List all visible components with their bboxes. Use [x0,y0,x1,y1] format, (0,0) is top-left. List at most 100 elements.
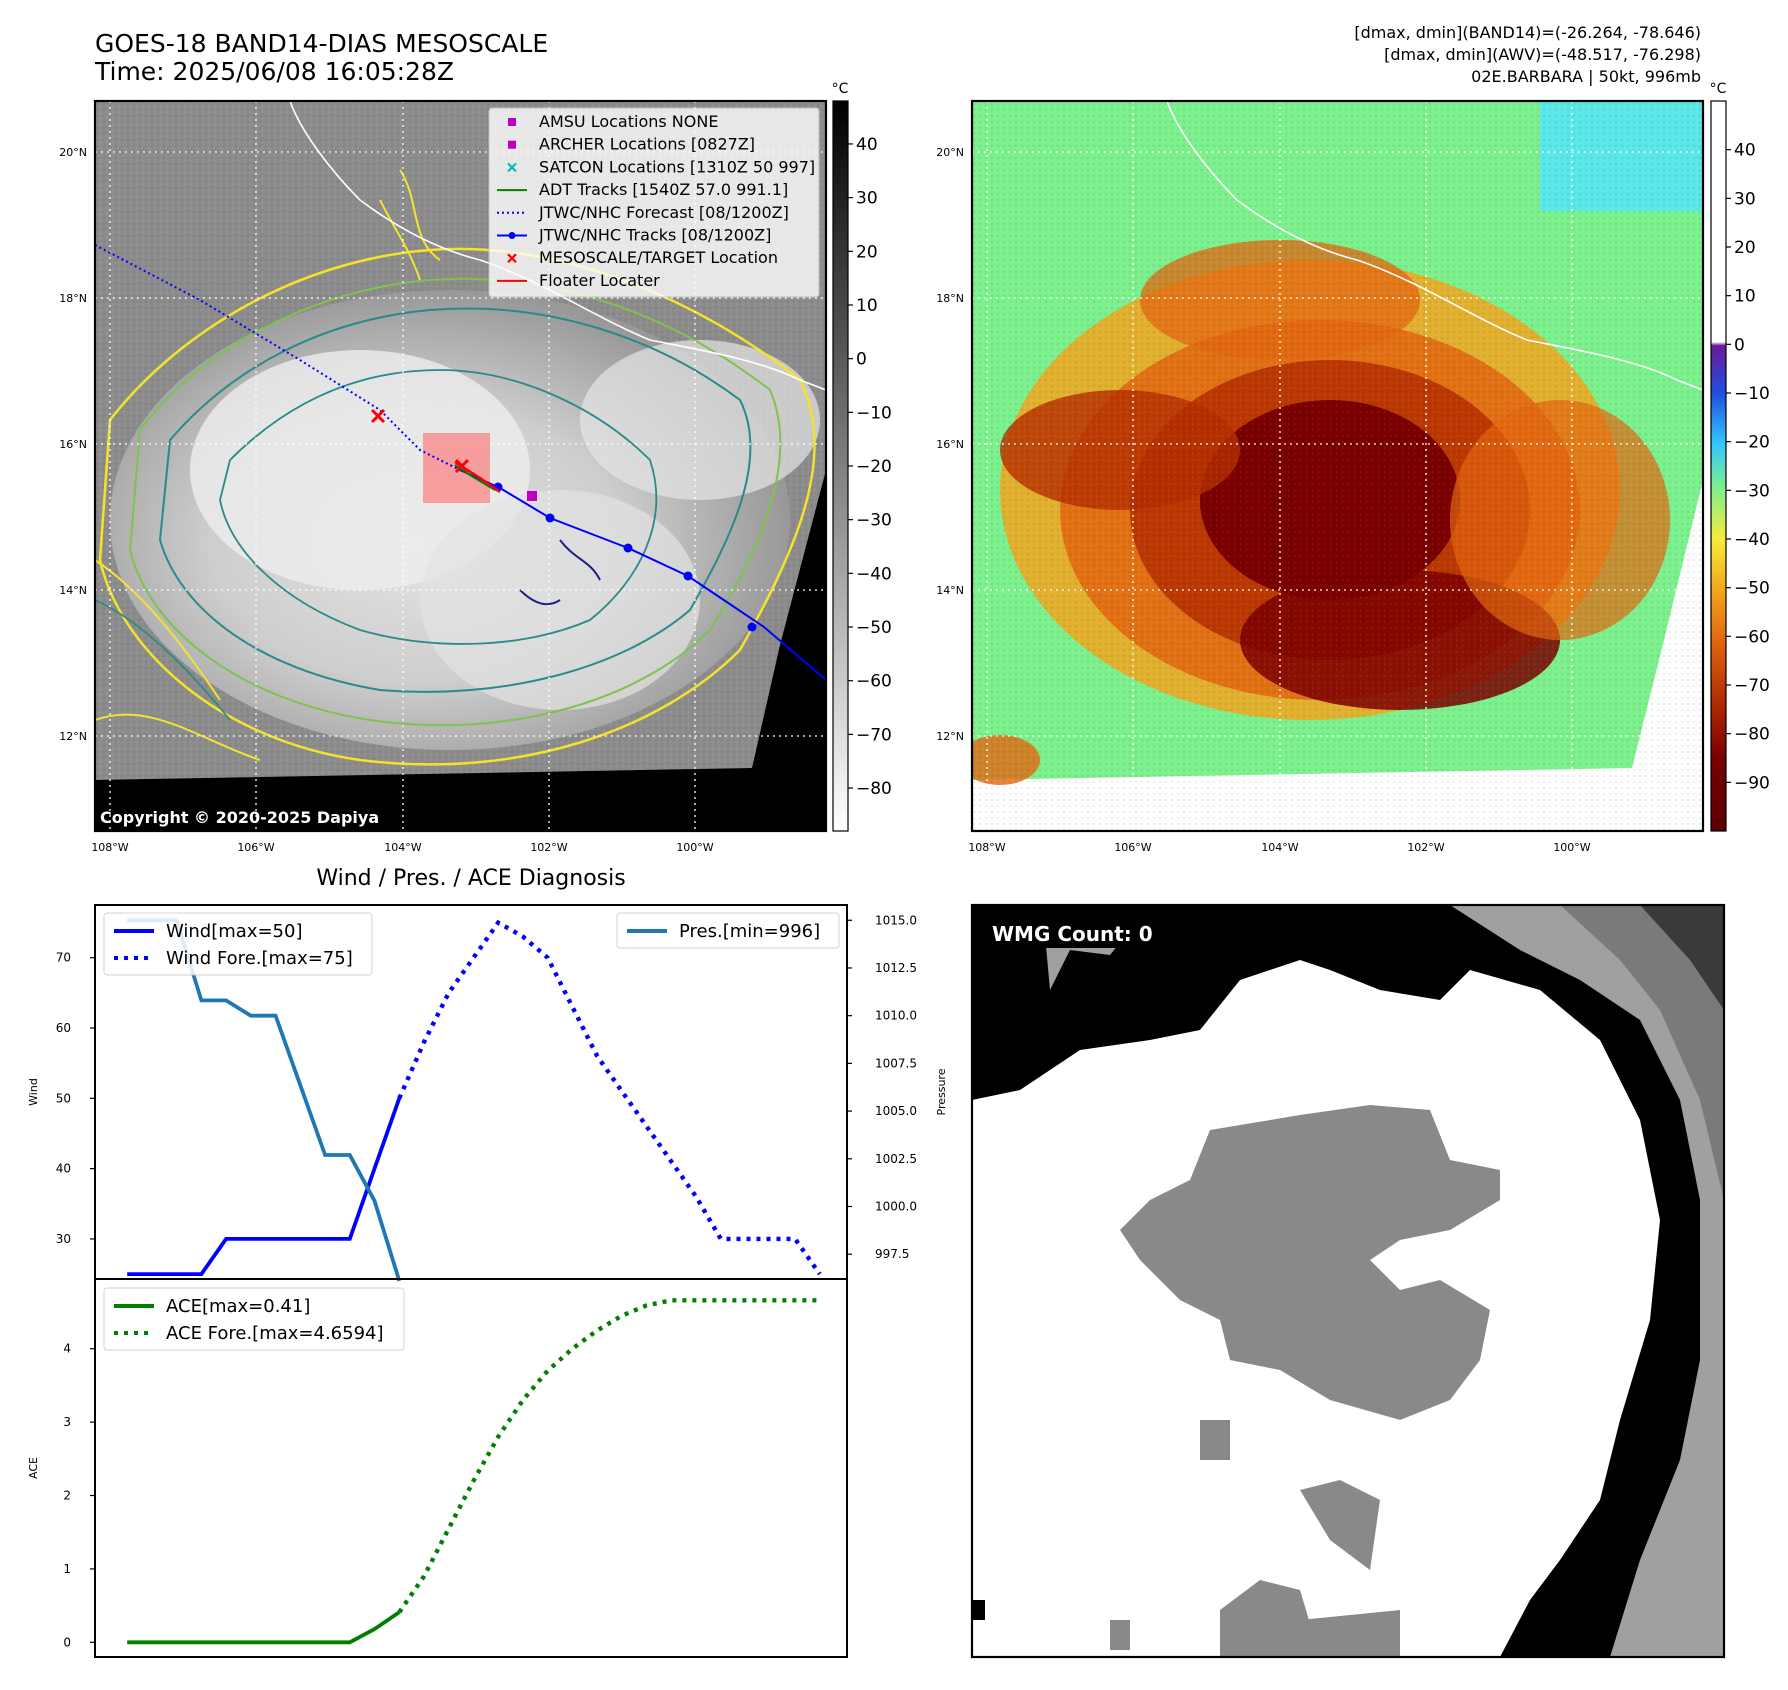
left-cb-tick-label: 0 [856,350,867,370]
storm-info: 02E.BARBARA | 50kt, 996mb [1471,67,1701,86]
wind-pressure-chart: 30 40 50 60 70 997.5 1000.0 1002.5 1005.0 1007.5 1… [27,904,948,1282]
y2-tick-label: 1012.5 [875,961,917,975]
left-map-ticks: 108°W 106°W 104°W 102°W 100°W 20°N 18°N 16°N 14°… [59,146,714,854]
wmg-label: WMG Count: 0 [992,922,1153,946]
y-tick-label: 3 [63,1415,71,1429]
right-colorbar-unit: °C [1710,81,1727,97]
left-cb-tick-label: −30 [856,511,892,531]
right-cb-tick-label: −10 [1734,384,1770,404]
right-lat-tick: 18°N [936,292,964,305]
copyright: Copyright © 2020-2025 Dapiya [100,808,379,827]
left-colorbar-unit: °C [832,81,849,97]
right-cb-tick-label: 20 [1734,238,1756,258]
legend-label: Wind[max=50] [166,921,303,942]
right-lat-tick: 16°N [936,438,964,451]
ir-map-frame [93,99,828,833]
left-lon-tick: 102°W [530,841,567,854]
y2-tick-label: 997.5 [875,1247,909,1261]
right-lon-tick: 102°W [1407,841,1444,854]
left-cb-tick-label: −80 [856,779,892,799]
y-tick-label: 50 [56,1091,71,1105]
right-cb-tick-label: 40 [1734,141,1756,161]
legend-label: ARCHER Locations [0827Z] [539,135,755,154]
range-band14: [dmax, dmin](BAND14)=(-26.264, -78.646) [1354,23,1701,42]
legend-marker [508,232,516,239]
chart-frame [94,1278,848,1658]
legend-marker [507,253,517,263]
wmg-frame [970,903,1726,1659]
legend-box [616,912,840,949]
right-cb-tick-label: −40 [1734,530,1770,550]
y-tick-label: 0 [63,1635,71,1649]
wmg-label-box [984,918,1180,948]
awv-map-frame [970,99,1705,833]
left-cb-tick-label: −60 [856,672,892,692]
left-cb-tick-label: 10 [856,296,878,316]
right-cb-tick-label: −30 [1734,481,1770,501]
left-lat-tick: 20°N [59,146,87,159]
legend-marker [507,162,517,173]
y2-tick-label: 1005.0 [875,1104,917,1118]
series-line [397,1298,820,1614]
series-line [397,919,822,1276]
figure-title: GOES-18 BAND14-DIAS MESOSCALE [95,29,548,58]
right-cb-tick-label: −70 [1734,676,1770,696]
y2-tick-label: 1000.0 [875,1199,917,1213]
right-lon-tick: 104°W [1261,841,1298,854]
y-axis-label: Wind [27,1078,40,1106]
right-cb-tick-label: −50 [1734,579,1770,599]
legend-label: MESOSCALE/TARGET Location [539,248,778,267]
right-cb-tick-label: 10 [1734,287,1756,307]
left-cb-tick-label: −20 [856,457,892,477]
right-lon-tick: 108°W [968,841,1005,854]
right-lat-tick: 14°N [936,584,964,597]
figure-time: Time: 2025/06/08 16:05:28Z [94,57,454,86]
left-lat-tick: 18°N [59,292,87,305]
left-cb-tick-label: −70 [856,725,892,745]
legend-label: JTWC/NHC Forecast [08/1200Z] [538,203,789,222]
series-line [127,1610,401,1645]
legend-label: Pres.[min=996] [679,921,820,942]
y2-axis-label: Pressure [935,1068,948,1115]
y2-tick-label: 1015.0 [875,913,917,927]
y2-tick-label: 1002.5 [875,1152,917,1166]
right-lat-tick: 20°N [936,146,964,159]
right-cb-tick-label: 0 [1734,335,1745,355]
y-tick-label: 2 [63,1489,71,1503]
y-tick-label: 4 [63,1342,71,1356]
right-cb-tick-label: −60 [1734,627,1770,647]
y-tick-label: 30 [56,1232,71,1246]
awv-map [972,101,1703,831]
wmg-panel [972,905,1724,1657]
map-legend: AMSU Locations NONE ARCHER Locations [082… [488,107,820,298]
left-cb-tick-label: −50 [856,618,892,638]
right-cb-tick-label: −20 [1734,433,1770,453]
right-cb-tick-label: −90 [1734,773,1770,793]
y-tick-label: 60 [56,1021,71,1035]
right-lat-tick: 12°N [936,730,964,743]
legend-label: ACE[max=0.41] [166,1296,310,1317]
legend-label: Wind Fore.[max=75] [166,948,353,969]
legend-label: ADT Tracks [1540Z 57.0 991.1] [539,180,788,199]
y2-tick-label: 1007.5 [875,1056,917,1070]
left-lat-tick: 16°N [59,438,87,451]
diagnosis-title: Wind / Pres. / ACE Diagnosis [316,866,625,891]
y-tick-label: 40 [56,1162,71,1176]
left-colorbar: °C 40 30 20 10 0 −10 −20 −30 −40 −50 −60 −70 −80 [832,81,892,832]
right-cb-tick-label: −80 [1734,725,1770,745]
legend-marker [508,140,516,149]
right-map-ticks: 108°W 106°W 104°W 102°W 100°W 20°N 18°N 16°N 14°… [936,146,1591,854]
legend-label: Floater Locater [539,271,660,290]
right-lon-tick: 100°W [1553,841,1590,854]
legend-label: AMSU Locations NONE [539,112,718,131]
legend-box [103,912,373,976]
legend-marker [508,118,516,126]
legend-box [103,1287,405,1351]
left-lon-tick: 106°W [237,841,274,854]
y-axis-label: ACE [27,1457,40,1479]
right-cb-tick-label: 30 [1734,189,1756,209]
ace-chart: 0 1 2 3 4 ACE ACE[max=0.41] ACE Fore.[max=4.659… [27,1278,848,1658]
left-cb-tick-label: −10 [856,403,892,423]
series-line [127,1097,402,1276]
